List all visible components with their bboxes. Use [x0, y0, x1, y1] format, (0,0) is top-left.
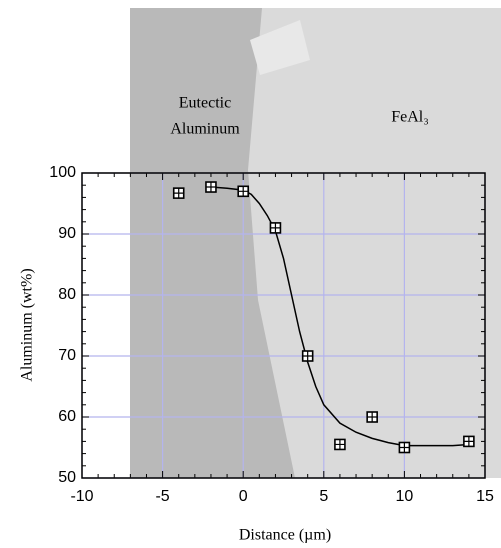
data-point — [172, 187, 185, 199]
fit-line — [210, 186, 469, 447]
plot-frame — [81, 172, 486, 479]
x-tick-label: 5 — [319, 488, 328, 505]
y-tick-label: 90 — [58, 225, 76, 242]
plot-blank — [82, 173, 130, 478]
data-point — [366, 411, 378, 423]
micrograph-dark — [130, 8, 295, 478]
x-tick-label: -10 — [70, 488, 93, 505]
annotation: FeAl₃ — [391, 109, 429, 126]
data-point — [334, 438, 346, 451]
y-tick-label: 50 — [58, 469, 76, 486]
data-point — [463, 435, 475, 448]
x-tick-label: -5 — [155, 488, 169, 505]
data-point — [301, 350, 314, 362]
annotation: Aluminum — [170, 121, 240, 138]
y-axis-label: Aluminum (wt%) — [19, 268, 36, 381]
y-tick-label: 70 — [58, 347, 76, 364]
x-tick-label: 10 — [396, 488, 414, 505]
y-tick-label: 60 — [58, 408, 76, 425]
x-tick-label: 0 — [239, 488, 248, 505]
data-point — [237, 185, 249, 198]
data-point — [205, 181, 217, 193]
micrograph-grain — [250, 20, 310, 75]
y-tick-label: 100 — [49, 164, 76, 181]
data-point — [269, 222, 282, 234]
data-point — [398, 441, 411, 454]
x-axis-label: Distance (µm) — [239, 527, 331, 544]
x-tick-label: 15 — [476, 488, 494, 505]
annotation: Eutectic — [179, 95, 231, 112]
y-tick-label: 80 — [58, 286, 76, 303]
